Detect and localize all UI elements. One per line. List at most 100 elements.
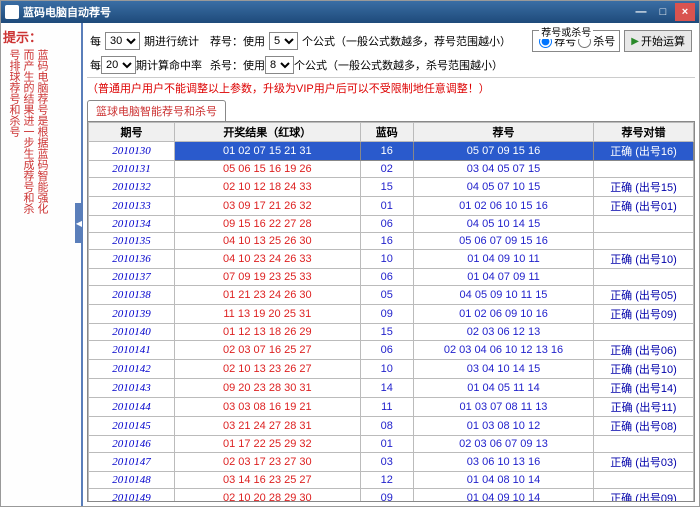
- table-row[interactable]: 201013409 15 16 22 27 280604 05 10 14 15: [89, 216, 694, 233]
- cell-rec: 01 04 05 11 14: [414, 379, 594, 398]
- cell-red: 01 17 22 25 29 32: [175, 436, 360, 453]
- sel-rec-count[interactable]: 5: [269, 32, 298, 50]
- cell-red: 03 09 17 21 26 32: [175, 197, 360, 216]
- cell-rec: 01 04 09 10 14: [414, 489, 594, 503]
- lbl-kill-use: 杀号：使用: [210, 57, 265, 73]
- sidebar: 提示： 蓝码电脑荐号是根据蓝码智能强化而产生的结果进一步生成荐号和杀号排球荐号和…: [1, 23, 83, 506]
- table-row[interactable]: 201013105 06 15 16 19 260203 04 05 07 15: [89, 161, 694, 178]
- cell-blue: 12: [360, 472, 413, 489]
- cell-red: 07 09 19 23 25 33: [175, 269, 360, 286]
- cell-period: 2010130: [89, 142, 175, 161]
- run-button[interactable]: ▶开始运算: [624, 30, 692, 52]
- lbl-rec-desc: 个公式（一般公式数越多，荐号范围越小）: [302, 33, 511, 49]
- cell-red: 02 10 20 28 29 30: [175, 489, 360, 503]
- table-row[interactable]: 201014102 03 07 16 25 270602 03 04 06 10…: [89, 341, 694, 360]
- cell-rec: 03 06 10 13 16: [414, 453, 594, 472]
- cell-blue: 06: [360, 216, 413, 233]
- cell-result: [594, 269, 694, 286]
- mode-group: 荐号或杀号 荐号 杀号: [532, 30, 620, 52]
- collapse-handle[interactable]: ◀: [75, 203, 83, 243]
- cell-rec: 04 05 10 14 15: [414, 216, 594, 233]
- table-row[interactable]: 201014001 12 13 18 26 291502 03 06 12 13: [89, 324, 694, 341]
- cell-period: 2010136: [89, 250, 175, 269]
- col-result: 荐号对错: [594, 123, 694, 142]
- maximize-button[interactable]: □: [653, 3, 673, 21]
- table-row[interactable]: 201013801 21 23 24 26 300504 05 09 10 11…: [89, 286, 694, 305]
- content: 每 30 期进行统计 荐号：使用 5 个公式（一般公式数越多，荐号范围越小） 荐…: [83, 23, 699, 506]
- table-row[interactable]: 201013604 10 23 24 26 331001 04 09 10 11…: [89, 250, 694, 269]
- cell-result: 正确 (出号05): [594, 286, 694, 305]
- cell-blue: 15: [360, 178, 413, 197]
- warning-text: （普通用户用户不能调整以上参数，升级为VIP用户后可以不受限制地任意调整！）: [87, 78, 695, 98]
- cell-rec: 01 02 06 10 15 16: [414, 197, 594, 216]
- table-row[interactable]: 201013911 13 19 20 25 310901 02 06 09 10…: [89, 305, 694, 324]
- toolbar: 每 30 期进行统计 荐号：使用 5 个公式（一般公式数越多，荐号范围越小） 荐…: [87, 27, 695, 78]
- cell-rec: 01 03 08 10 12: [414, 417, 594, 436]
- table-row[interactable]: 201014309 20 23 28 30 311401 04 05 11 14…: [89, 379, 694, 398]
- cell-rec: 03 04 10 14 15: [414, 360, 594, 379]
- table-row[interactable]: 201014902 10 20 28 29 300901 04 09 10 14…: [89, 489, 694, 503]
- sel-period[interactable]: 30: [105, 32, 140, 50]
- cell-blue: 02: [360, 161, 413, 178]
- table-row[interactable]: 201014702 03 17 23 27 300303 06 10 13 16…: [89, 453, 694, 472]
- cell-period: 2010132: [89, 178, 175, 197]
- cell-red: 04 10 23 24 26 33: [175, 250, 360, 269]
- cell-result: 正确 (出号11): [594, 398, 694, 417]
- sel-hit-period[interactable]: 20: [101, 56, 136, 74]
- cell-rec: 01 04 08 10 14: [414, 472, 594, 489]
- sel-kill-count[interactable]: 8: [265, 56, 294, 74]
- cell-result: [594, 216, 694, 233]
- close-button[interactable]: ×: [675, 3, 695, 21]
- lbl-per2: 每: [90, 57, 101, 73]
- table-row[interactable]: 201013202 10 12 18 24 331504 05 07 10 15…: [89, 178, 694, 197]
- table-row[interactable]: 201014601 17 22 25 29 320102 03 06 07 09…: [89, 436, 694, 453]
- table-row[interactable]: 201014202 10 13 23 26 271003 04 10 14 15…: [89, 360, 694, 379]
- cell-blue: 03: [360, 453, 413, 472]
- cell-blue: 09: [360, 305, 413, 324]
- cell-result: [594, 324, 694, 341]
- cell-red: 04 10 13 25 26 30: [175, 233, 360, 250]
- cell-red: 09 20 23 28 30 31: [175, 379, 360, 398]
- cell-result: 正确 (出号10): [594, 250, 694, 269]
- cell-result: 正确 (出号01): [594, 197, 694, 216]
- cell-rec: 03 04 05 07 15: [414, 161, 594, 178]
- lbl-per1: 每: [90, 33, 101, 49]
- cell-blue: 01: [360, 197, 413, 216]
- cell-red: 03 21 24 27 28 31: [175, 417, 360, 436]
- cell-blue: 10: [360, 250, 413, 269]
- table-row[interactable]: 201014403 03 08 16 19 211101 03 07 08 11…: [89, 398, 694, 417]
- cell-period: 2010146: [89, 436, 175, 453]
- cell-result: 正确 (出号08): [594, 417, 694, 436]
- table-row[interactable]: 201014503 21 24 27 28 310801 03 08 10 12…: [89, 417, 694, 436]
- cell-red: 02 10 13 23 26 27: [175, 360, 360, 379]
- table-row[interactable]: 201014803 14 16 23 25 271201 04 08 10 14: [89, 472, 694, 489]
- cell-result: [594, 472, 694, 489]
- cell-red: 01 21 23 24 26 30: [175, 286, 360, 305]
- cell-blue: 06: [360, 341, 413, 360]
- table-row[interactable]: 201013707 09 19 23 25 330601 04 07 09 11: [89, 269, 694, 286]
- cell-blue: 08: [360, 417, 413, 436]
- cell-red: 01 02 07 15 21 31: [175, 142, 360, 161]
- app-icon: [5, 5, 19, 19]
- cell-period: 2010149: [89, 489, 175, 503]
- cell-period: 2010145: [89, 417, 175, 436]
- table-row[interactable]: 201013303 09 17 21 26 320101 02 06 10 15…: [89, 197, 694, 216]
- cell-result: 正确 (出号15): [594, 178, 694, 197]
- cell-rec: 04 05 09 10 11 15: [414, 286, 594, 305]
- cell-red: 02 03 07 16 25 27: [175, 341, 360, 360]
- table-row[interactable]: 201013001 02 07 15 21 311605 07 09 15 16…: [89, 142, 694, 161]
- cell-blue: 11: [360, 398, 413, 417]
- cell-result: 正确 (出号09): [594, 489, 694, 503]
- cell-rec: 05 06 07 09 15 16: [414, 233, 594, 250]
- cell-period: 2010137: [89, 269, 175, 286]
- cell-rec: 01 02 06 09 10 16: [414, 305, 594, 324]
- table-wrap[interactable]: 期号 开奖结果（红球） 蓝码 荐号 荐号对错 201013001 02 07 1…: [87, 121, 695, 502]
- cell-red: 09 15 16 22 27 28: [175, 216, 360, 233]
- cell-red: 02 10 12 18 24 33: [175, 178, 360, 197]
- col-rec: 荐号: [414, 123, 594, 142]
- cell-blue: 14: [360, 379, 413, 398]
- cell-result: 正确 (出号09): [594, 305, 694, 324]
- table-row[interactable]: 201013504 10 13 25 26 301605 06 07 09 15…: [89, 233, 694, 250]
- minimize-button[interactable]: —: [631, 3, 651, 21]
- tab-smart[interactable]: 篮球电脑智能荐号和杀号: [87, 100, 226, 122]
